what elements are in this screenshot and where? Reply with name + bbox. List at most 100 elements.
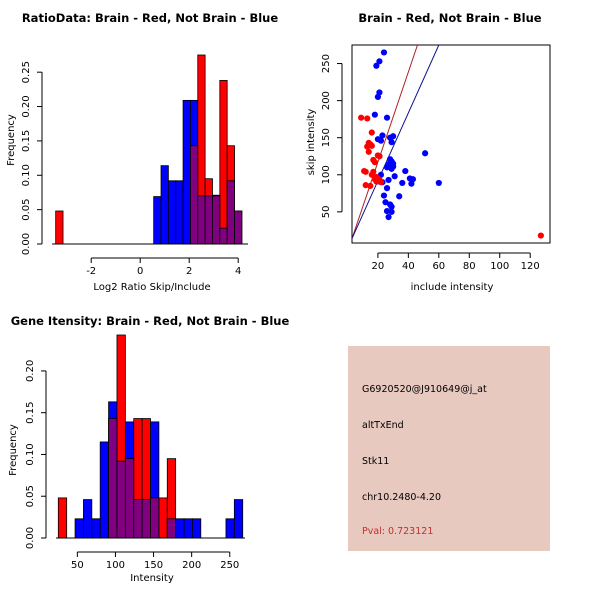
y-tick-label: 150 [321,128,332,147]
scatter-point-not-brain [385,213,392,221]
y-tick-label: 0.10 [21,164,32,186]
scatter-point-not-brain [385,176,392,184]
scatter-point-brain [377,179,385,186]
histogram-bar-blue [182,99,191,245]
histogram-bar-overlap [150,497,160,539]
scatter-point-brain [362,168,369,175]
scatter-point-brain [362,182,369,189]
panel-ratio-histogram: RatioData: Brain - Red, Not Brain - Blue… [0,0,300,300]
x-tick-label: 4 [235,266,241,277]
y-tick-label: 0.05 [25,485,36,507]
panel-gene-info: G6920520@J910649@j_at altTxEnd Stk11 chr10.… [300,300,600,600]
fit-line-brain [352,45,418,239]
scatter-plot-title: Brain - Red, Not Brain - Blue [358,11,541,25]
histogram-bar-overlap [219,227,228,245]
scatter-point-not-brain [373,62,380,69]
scatter-point-not-brain [376,58,383,65]
y-tick-label: 0.15 [25,402,36,424]
x-tick-label: 150 [144,560,163,571]
scatter-point-brain [537,232,544,239]
x-tick-label: 80 [463,261,476,272]
y-tick-label: 0.00 [25,527,36,549]
scatter-point-brain [368,142,375,149]
scatter-point-brain [364,115,371,122]
x-tick-label: 200 [182,560,201,571]
scatter-point-not-brain [388,165,395,172]
histogram-bar-overlap [204,195,213,245]
scatter-point-brain [367,182,374,189]
histogram-bar-blue [91,518,101,539]
scatter-point-not-brain [383,114,391,121]
y-tick-label: 100 [321,165,332,184]
histogram-bar-overlap [234,210,243,245]
panel-gene-intensity-histogram: Gene Itensity: Brain - Red, Not Brain - … [0,300,300,600]
x-tick-label: 20 [372,261,385,272]
histogram-bar-red [57,497,68,539]
scatter-point-not-brain [396,193,403,200]
scatter-point-not-brain [383,208,391,215]
scatter-plot-box [351,44,551,244]
histogram-bar-blue [233,499,244,539]
scatter-point-not-brain [402,167,409,175]
info-probe-id: G6920520@J910649@j_at [362,384,487,395]
histogram-bar-blue [192,518,202,539]
y-tick-label: 0.15 [21,130,32,152]
x-tick-label: 100 [490,261,509,272]
scatter-point-not-brain [377,137,385,144]
y-tick-label: 250 [321,54,332,73]
scatter-y-axis-title: skip intensity [306,109,317,176]
scatter-plot-svg: Brain - Red, Not Brain - Blue 50 100 150 20… [306,11,551,293]
y-tick-label: 0.05 [21,199,32,221]
histogram-bar-overlap [133,499,143,539]
scatter-point-not-brain [380,49,388,56]
ratio-x-axis-title: Log2 Ratio Skip/Include [93,282,210,293]
histogram-bar-blue [183,518,193,539]
info-pvalue: Pval: 0.723121 [362,526,434,537]
histogram-bar-overlap [166,518,177,539]
histogram-bar-red [158,497,168,539]
scatter-point-not-brain [399,179,406,187]
scatter-x-axis-title: include intensity [411,282,494,293]
histogram-bar-overlap [212,195,221,245]
scatter-point-brain [364,143,371,150]
x-tick-label: 250 [220,560,239,571]
x-tick-label: 50 [71,560,84,571]
histogram-bar-red [55,210,64,245]
scatter-point-brain [376,153,383,160]
histogram-bar-overlap [108,418,118,539]
gene-plot-title: Gene Itensity: Brain - Red, Not Brain - … [11,314,290,328]
scatter-point-not-brain [435,179,442,187]
histogram-bar-red [219,80,228,245]
scatter-point-brain [358,114,365,121]
x-tick-label: 60 [432,261,445,272]
ratio-histogram-svg: RatioData: Brain - Red, Not Brain - Blue… [6,11,279,293]
scatter-point-not-brain [374,93,381,101]
x-tick-label: 40 [402,261,415,272]
y-tick-label: 50 [321,205,332,218]
scatter-point-brain [373,178,380,185]
scatter-point-not-brain [388,208,395,215]
info-event-type: altTxEnd [362,420,404,431]
gene-x-axis-title: Intensity [130,573,174,584]
gene-y-axis-title: Frequency [8,424,19,476]
scatter-point-brain [368,129,375,136]
info-locus: chr10.2480-4.20 [362,492,442,503]
ratio-y-axis-title: Frequency [6,114,17,166]
histogram-bar-blue [175,518,185,539]
x-tick-label: 2 [186,266,192,277]
scatter-point-not-brain [383,185,391,192]
y-tick-label: 200 [321,91,332,110]
x-tick-label: 120 [521,261,540,272]
scatter-point-not-brain [408,180,415,187]
histogram-bar-blue [83,499,93,539]
info-gene-symbol: Stk11 [362,456,390,467]
points-group [358,49,544,239]
histogram-bar-overlap [116,460,126,539]
histogram-bar-overlap [141,499,151,539]
ratio-plot-title: RatioData: Brain - Red, Not Brain - Blue [22,11,279,25]
gene-plot-body: 0.00 0.05 0.10 0.15 0.20 50 100 150 200 250 [25,334,245,571]
scatter-point-not-brain [379,132,386,139]
scatter-point-brain [365,148,372,155]
scatter-point-not-brain [422,150,429,157]
